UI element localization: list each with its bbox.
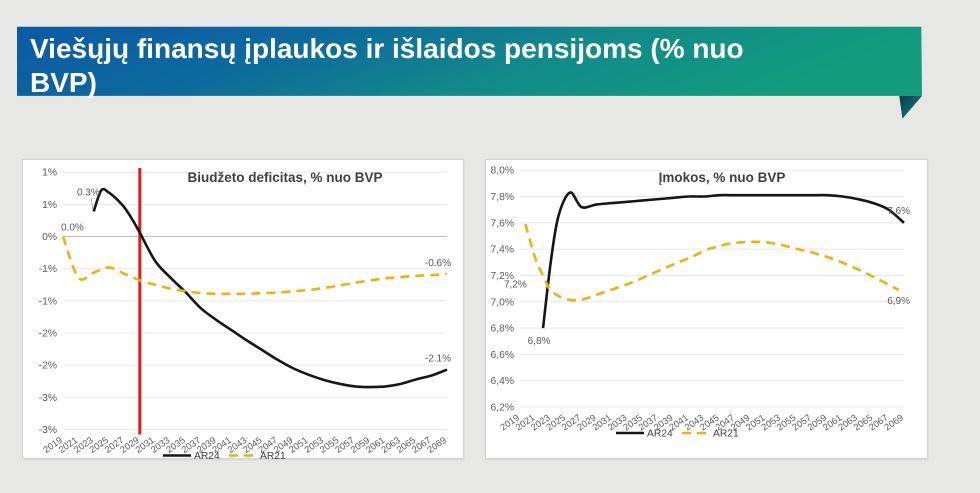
svg-text:-3%: -3%	[39, 425, 57, 436]
svg-text:AR21: AR21	[713, 429, 739, 440]
svg-text:7,2%: 7,2%	[504, 279, 527, 290]
svg-text:AR24: AR24	[647, 429, 673, 440]
svg-text:6,2%: 6,2%	[491, 403, 514, 414]
svg-text:6,8%: 6,8%	[528, 336, 551, 347]
svg-text:7,4%: 7,4%	[491, 245, 514, 256]
svg-text:6,6%: 6,6%	[491, 350, 514, 361]
svg-text:-2%: -2%	[39, 361, 57, 372]
svg-text:1%: 1%	[42, 200, 57, 211]
svg-text:-2%: -2%	[39, 329, 57, 340]
svg-text:0.3%: 0.3%	[77, 187, 100, 198]
svg-text:7,6%: 7,6%	[887, 206, 910, 217]
svg-text:BVP): BVP)	[30, 67, 97, 98]
svg-text:7,8%: 7,8%	[491, 192, 514, 203]
svg-text:7,6%: 7,6%	[491, 218, 514, 229]
svg-text:6,9%: 6,9%	[887, 296, 910, 307]
svg-text:6,4%: 6,4%	[491, 376, 514, 387]
svg-text:0%: 0%	[42, 232, 57, 243]
svg-text:1%: 1%	[42, 168, 57, 179]
svg-text:Viešųjų finansų įplaukos ir iš: Viešųjų finansų įplaukos ir išlaidos pen…	[30, 33, 744, 64]
svg-text:-1%: -1%	[39, 264, 57, 275]
svg-text:Įmokos, % nuo BVP: Įmokos, % nuo BVP	[659, 170, 786, 185]
svg-text:0.0%: 0.0%	[61, 223, 84, 234]
svg-text:AR24: AR24	[194, 451, 220, 462]
svg-text:AR21: AR21	[260, 451, 286, 462]
svg-text:-3%: -3%	[39, 393, 57, 404]
svg-text:6,8%: 6,8%	[491, 324, 514, 335]
svg-text:8,0%: 8,0%	[491, 166, 514, 177]
svg-text:7,0%: 7,0%	[491, 297, 514, 308]
svg-text:-2.1%: -2.1%	[425, 354, 451, 365]
svg-text:-0.6%: -0.6%	[425, 258, 451, 269]
svg-text:-1%: -1%	[39, 296, 57, 307]
svg-text:Biudžeto deficitas, % nuo BVP: Biudžeto deficitas, % nuo BVP	[187, 170, 382, 185]
